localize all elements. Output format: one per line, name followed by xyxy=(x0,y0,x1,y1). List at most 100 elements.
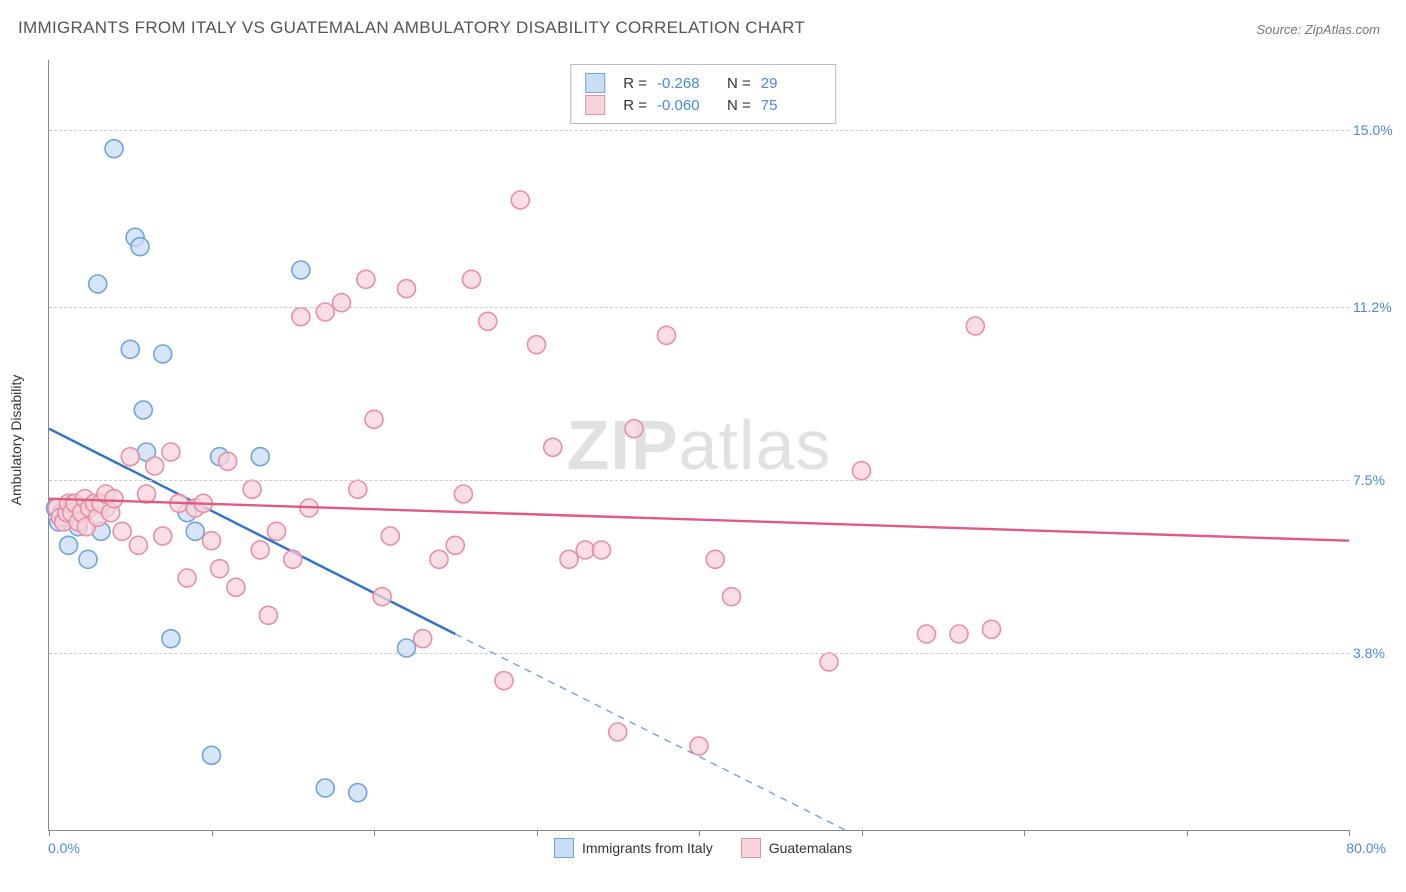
scatter-point-guatemalans xyxy=(113,522,131,540)
correlation-stats-box: R = -0.268 N = 29 R = -0.060 N = 75 xyxy=(570,64,836,124)
scatter-point-guatemalans xyxy=(430,550,448,568)
scatter-point-guatemalans xyxy=(211,560,229,578)
y-tick-label: 7.5% xyxy=(1353,472,1399,488)
scatter-point-guatemalans xyxy=(316,303,334,321)
scatter-point-italy xyxy=(131,238,149,256)
y-tick-label: 11.2% xyxy=(1353,299,1399,315)
legend-label: Guatemalans xyxy=(769,840,852,856)
scatter-point-guatemalans xyxy=(495,672,513,690)
scatter-point-guatemalans xyxy=(284,550,302,568)
stat-swatch xyxy=(585,73,605,93)
scatter-point-guatemalans xyxy=(966,317,984,335)
scatter-point-guatemalans xyxy=(259,606,277,624)
scatter-point-guatemalans xyxy=(268,522,286,540)
scatter-point-italy xyxy=(203,746,221,764)
scatter-point-italy xyxy=(134,401,152,419)
x-tick xyxy=(1187,830,1188,836)
n-value: 29 xyxy=(761,75,821,92)
bottom-legend: Immigrants from Italy Guatemalans xyxy=(0,838,1406,861)
scatter-point-guatemalans xyxy=(560,550,578,568)
scatter-point-guatemalans xyxy=(292,308,310,326)
scatter-point-italy xyxy=(60,536,78,554)
legend-label: Immigrants from Italy xyxy=(582,840,713,856)
legend-item-guatemalans: Guatemalans xyxy=(741,838,852,858)
stat-row-guatemalans: R = -0.060 N = 75 xyxy=(585,95,821,115)
scatter-point-guatemalans xyxy=(398,280,416,298)
scatter-point-italy xyxy=(186,522,204,540)
r-label: R = xyxy=(623,75,647,92)
scatter-point-guatemalans xyxy=(162,443,180,461)
x-tick xyxy=(374,830,375,836)
scatter-point-guatemalans xyxy=(146,457,164,475)
scatter-point-guatemalans xyxy=(203,532,221,550)
x-tick xyxy=(1024,830,1025,836)
legend-item-italy: Immigrants from Italy xyxy=(554,838,713,858)
x-tick xyxy=(537,830,538,836)
scatter-point-guatemalans xyxy=(544,438,562,456)
scatter-point-italy xyxy=(121,340,139,358)
scatter-point-guatemalans xyxy=(105,490,123,508)
gridline xyxy=(49,130,1349,131)
scatter-point-guatemalans xyxy=(706,550,724,568)
scatter-point-guatemalans xyxy=(950,625,968,643)
scatter-point-guatemalans xyxy=(243,480,261,498)
y-axis-label: Ambulatory Disability xyxy=(8,375,24,506)
gridline xyxy=(49,653,1349,654)
scatter-point-guatemalans xyxy=(479,312,497,330)
scatter-point-guatemalans xyxy=(129,536,147,554)
scatter-point-guatemalans xyxy=(251,541,269,559)
scatter-point-guatemalans xyxy=(138,485,156,503)
scatter-point-guatemalans xyxy=(528,336,546,354)
r-value: -0.060 xyxy=(657,97,717,114)
scatter-point-guatemalans xyxy=(918,625,936,643)
n-label: N = xyxy=(727,97,751,114)
n-label: N = xyxy=(727,75,751,92)
scatter-point-guatemalans xyxy=(227,578,245,596)
stat-swatch xyxy=(585,95,605,115)
scatter-point-guatemalans xyxy=(446,536,464,554)
x-tick xyxy=(212,830,213,836)
scatter-point-guatemalans xyxy=(983,620,1001,638)
trendline-guatemalans xyxy=(49,499,1349,541)
chart-title: IMMIGRANTS FROM ITALY VS GUATEMALAN AMBU… xyxy=(18,18,805,38)
scatter-point-guatemalans xyxy=(609,723,627,741)
scatter-point-guatemalans xyxy=(454,485,472,503)
scatter-point-guatemalans xyxy=(593,541,611,559)
scatter-point-guatemalans xyxy=(463,270,481,288)
x-tick xyxy=(1349,830,1350,836)
legend-swatch xyxy=(741,838,761,858)
r-label: R = xyxy=(623,97,647,114)
scatter-point-guatemalans xyxy=(853,462,871,480)
scatter-point-guatemalans xyxy=(414,630,432,648)
scatter-point-guatemalans xyxy=(178,569,196,587)
source-attribution: Source: ZipAtlas.com xyxy=(1256,22,1380,37)
chart-svg xyxy=(49,60,1349,830)
scatter-point-italy xyxy=(349,784,367,802)
x-tick xyxy=(49,830,50,836)
scatter-point-italy xyxy=(105,140,123,158)
scatter-point-italy xyxy=(154,345,172,363)
scatter-point-guatemalans xyxy=(219,452,237,470)
scatter-point-guatemalans xyxy=(658,326,676,344)
scatter-point-guatemalans xyxy=(154,527,172,545)
y-tick-label: 3.8% xyxy=(1353,645,1399,661)
scatter-point-italy xyxy=(89,275,107,293)
scatter-point-italy xyxy=(162,630,180,648)
scatter-point-italy xyxy=(316,779,334,797)
scatter-plot-area: ZIPatlas 3.8%7.5%11.2%15.0% xyxy=(48,60,1349,831)
gridline xyxy=(49,307,1349,308)
scatter-point-guatemalans xyxy=(511,191,529,209)
scatter-point-guatemalans xyxy=(381,527,399,545)
scatter-point-guatemalans xyxy=(820,653,838,671)
scatter-point-guatemalans xyxy=(357,270,375,288)
scatter-point-guatemalans xyxy=(690,737,708,755)
scatter-point-guatemalans xyxy=(723,588,741,606)
scatter-point-guatemalans xyxy=(625,420,643,438)
x-tick xyxy=(862,830,863,836)
scatter-point-italy xyxy=(292,261,310,279)
r-value: -0.268 xyxy=(657,75,717,92)
n-value: 75 xyxy=(761,97,821,114)
x-tick xyxy=(699,830,700,836)
scatter-point-italy xyxy=(398,639,416,657)
stat-row-italy: R = -0.268 N = 29 xyxy=(585,73,821,93)
